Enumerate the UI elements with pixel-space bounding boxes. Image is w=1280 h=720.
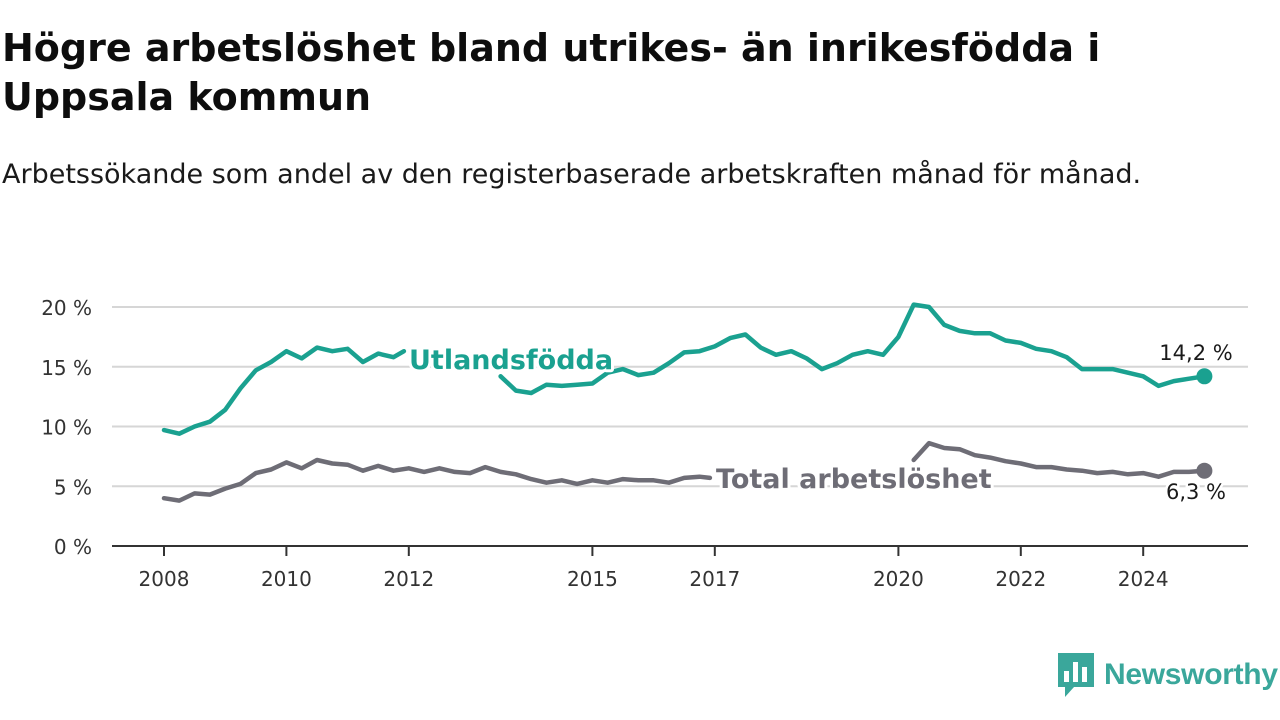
x-tick-label: 2015: [567, 567, 618, 591]
series-line-total: [911, 440, 1207, 479]
series-line-total: [161, 457, 713, 503]
series-label-utlandsfodda: Utlandsfödda: [409, 345, 613, 376]
y-tick-label: 20 %: [41, 296, 92, 320]
page-subtitle: Arbetssökande som andel av den registerb…: [2, 159, 1142, 190]
x-tick-label: 2020: [873, 567, 924, 591]
x-tick-label: 2008: [139, 567, 190, 591]
end-label-utlandsfodda: 14,2 %: [1159, 341, 1232, 365]
series-line-utlandsfodda: [498, 302, 1207, 396]
end-label-total: 6,3 %: [1166, 480, 1226, 504]
y-tick-label: 10 %: [41, 416, 92, 440]
y-tick-label: 15 %: [41, 356, 92, 380]
x-tick-label: 2012: [383, 567, 434, 591]
series-line-utlandsfodda: [161, 345, 407, 436]
y-tick-label: 0 %: [54, 535, 92, 559]
brand-name: Newsworthy: [1104, 658, 1278, 691]
x-tick-label: 2010: [261, 567, 312, 591]
x-tick-label: 2017: [689, 567, 740, 591]
page-title: Högre arbetslöshet bland utrikes- än inr…: [2, 26, 1101, 119]
x-tick-label: 2024: [1118, 567, 1169, 591]
series-label-total: Total arbetslöshet: [716, 464, 992, 495]
brand-logo: Newsworthy: [1058, 653, 1278, 697]
newsworthy-logo-icon: [1058, 653, 1094, 697]
end-point-utlandsfodda: [1196, 368, 1213, 385]
y-tick-label: 5 %: [54, 475, 92, 499]
x-tick-label: 2022: [995, 567, 1046, 591]
end-point-total: [1196, 462, 1213, 479]
